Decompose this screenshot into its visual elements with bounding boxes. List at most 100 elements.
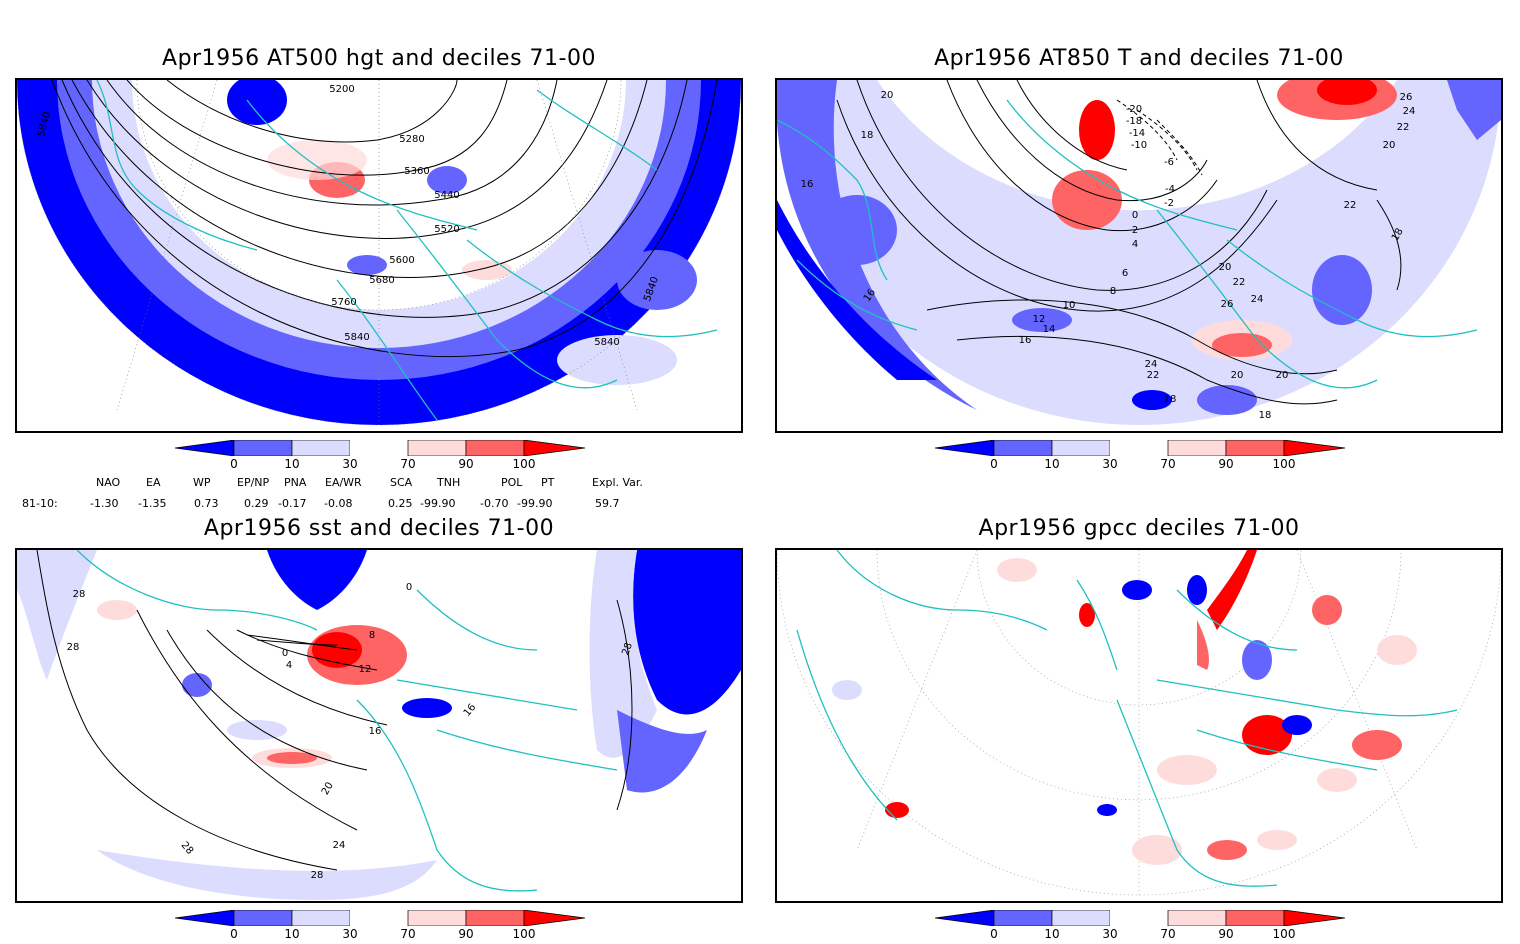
contour-label: 5520 [434,224,459,235]
contour-label: 5840 [344,332,369,343]
contour-label: -6 [1164,157,1174,168]
contour-label: 18 [861,130,874,141]
contour-label: 24 [1251,294,1264,305]
colorbar-3: 0 10 30 70 90 100 [174,909,595,944]
colorbar-label: 10 [284,927,300,941]
colorbar-label: 10 [1044,927,1060,941]
colorbar-label: 90 [1218,927,1234,941]
contour-label: 2 [1132,225,1138,236]
contour-label: 16 [801,179,814,190]
index-header: Expl. Var. [592,476,643,489]
colorbar-label: 70 [400,457,416,471]
contour-label: 26 [1221,299,1234,310]
index-header: WP [193,476,211,489]
panel-1-title: Apr1956 AT500 hgt and deciles 71-00 [162,46,596,71]
contour-label: 0 [406,582,412,593]
contour-label: 20 [1219,262,1232,273]
contour-label: 12 [359,664,372,675]
colorbar-label: 100 [512,457,536,471]
colorbar-label: 90 [458,457,474,471]
contour-label: 8 [369,630,375,641]
contour-label: 20 [1276,370,1289,381]
contour-label: 22 [1344,200,1357,211]
colorbar-label: 10 [1044,457,1060,471]
contour-label: 6 [1122,268,1128,279]
contour-label: -4 [1165,184,1175,195]
colorbar-label: 30 [342,457,358,471]
index-value: 0.73 [194,497,219,510]
index-header: PT [541,476,555,489]
colorbar-4: 0 10 30 70 90 100 [934,909,1355,944]
contour-label: 5680 [369,275,394,286]
contour-label: -10 [1131,140,1147,151]
colorbar-1: 0 10 30 70 90 100 [174,439,595,474]
index-row-label: 81-10: [22,497,58,510]
colorbar-label: 100 [512,927,536,941]
index-value: -99.90 [517,497,553,510]
contour-label: 5200 [329,84,354,95]
panel-3-svg: 28 28 0 4 8 12 16 16 20 24 28 28 28 0 [17,550,741,900]
contour-label: 14 [1043,324,1056,335]
colorbar-2-svg [934,439,1346,457]
contour-label: 4 [286,660,292,671]
contour-label: -20 [1126,104,1142,115]
index-header: POL [501,476,523,489]
colorbar-label: 0 [230,457,238,471]
index-value: -1.35 [138,497,167,510]
index-value: -99.90 [420,497,456,510]
contour-label: 22 [1147,370,1160,381]
contour-label: 26 [1400,92,1413,103]
contour-label: 10 [1063,300,1076,311]
contour-label: 0 [282,648,288,659]
colorbar-3-svg [174,909,586,927]
colorbar-label: 0 [990,927,998,941]
contour-label: 4 [1132,239,1138,250]
contour-label: 18 [1164,394,1177,405]
contour-label: 12 [1033,314,1046,325]
colorbar-label: 70 [1160,927,1176,941]
colorbar-label: 10 [284,457,300,471]
index-header: EA [146,476,161,489]
contour-label: 24 [1403,106,1416,117]
panel-1-map: 5200 5280 5360 5440 5520 5600 5680 5760 … [15,78,743,433]
index-value: -0.17 [278,497,307,510]
contour-label: 5280 [399,134,424,145]
colorbar-label: 0 [990,457,998,471]
panel-2-title: Apr1956 AT850 T and deciles 71-00 [934,46,1344,71]
index-header: EA/WR [325,476,362,489]
panel-2-map: 20 18 16 16 -20 -18 -14 -10 -6 -4 -2 0 2… [775,78,1503,433]
index-value: 59.7 [595,497,620,510]
index-header: TNH [437,476,461,489]
panel-4-map [775,548,1503,903]
index-header: NAO [96,476,121,489]
contour-label: -18 [1126,116,1142,127]
colorbar-2: 0 10 30 70 90 100 [934,439,1355,474]
colorbar-label: 90 [458,927,474,941]
contour-label: -2 [1164,198,1174,209]
index-header: EP/NP [237,476,270,489]
panel-3-map: 28 28 0 4 8 12 16 16 20 24 28 28 28 0 [15,548,743,903]
contour-label: 5840 [594,337,619,348]
contour-label: 18 [1259,410,1272,421]
colorbar-1-svg [174,439,586,457]
index-header: SCA [390,476,413,489]
index-value: -0.08 [324,497,353,510]
contour-label: 28 [620,641,635,657]
index-value: -1.30 [90,497,119,510]
contour-label: 16 [369,726,382,737]
contour-label: 16 [1019,335,1032,346]
colorbar-label: 30 [1102,927,1118,941]
contour-label: 5600 [389,255,414,266]
contour-label: 8 [1110,286,1116,297]
colorbar-label: 90 [1218,457,1234,471]
panel-3-title: Apr1956 sst and deciles 71-00 [203,516,555,541]
contour-label: 5760 [331,297,356,308]
contour-label: 22 [1233,277,1246,288]
colorbar-label: 0 [230,927,238,941]
contour-label: 28 [311,870,324,881]
panel-4-svg [777,550,1501,896]
index-value: 0.25 [388,497,413,510]
colorbar-4-svg [934,909,1346,927]
contour-label: 5440 [434,190,459,201]
contour-label: 0 [1132,210,1138,221]
